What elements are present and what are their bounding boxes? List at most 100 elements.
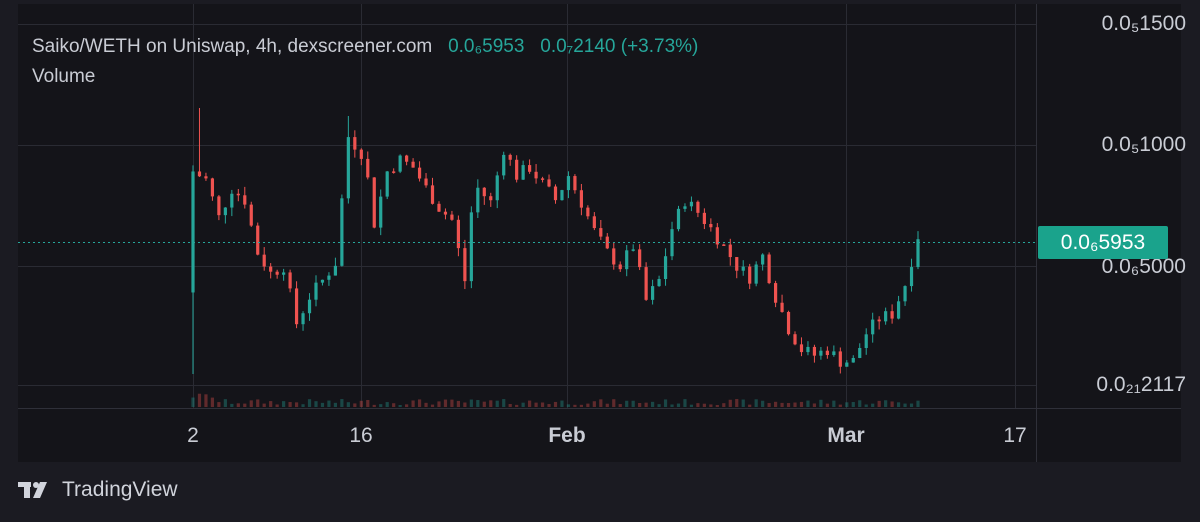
candle-body [249,204,253,226]
volume-bar [761,400,765,407]
volume-bar [359,400,363,407]
volume-bar [243,403,247,407]
candle-body [275,271,279,275]
candle-body [502,154,506,176]
candle-body [709,224,713,228]
candle-body [741,266,745,271]
volume-bar [469,399,473,407]
tradingview-logo-icon [18,482,47,498]
candle-body [489,196,493,201]
candle-body [430,185,435,204]
candle-body [618,264,622,270]
volume-bar [825,403,829,407]
candle-body [443,211,448,215]
volume-bar [579,404,583,407]
candle-body [858,348,862,358]
volume-bar [353,403,357,407]
candle-body [450,214,454,220]
volume-bar [832,400,836,407]
candle-body [269,266,273,272]
volume-bar [230,403,234,407]
candle-body [605,236,609,249]
volume-bar [605,403,609,407]
candle-body [534,171,538,179]
volume-bar [586,403,590,407]
volume-bar [236,403,240,407]
volume-bar [916,400,920,407]
candle-body [832,351,836,356]
candle-body [469,212,473,282]
candle-body [385,171,389,197]
last-price-tag: 0.0₆5953 [1038,226,1168,259]
volume-bar [405,404,409,407]
candle-body [612,248,616,265]
candle-body [340,198,344,266]
volume-bar [748,404,752,407]
volume-bar [741,399,745,407]
volume-bar [644,402,648,407]
volume-bar [502,399,506,407]
candle-body [845,362,849,367]
candle-body [528,165,532,172]
candle-body [884,311,888,322]
volume-bar [793,402,797,407]
legend-change: 0.0₇2140 (+3.73%) [540,36,699,57]
candle-body [819,350,823,356]
volume-bar [890,401,894,407]
candle-body [262,254,266,267]
volume-bar [715,404,719,407]
volume-bar [735,399,739,407]
volume-bar [456,400,461,407]
candle-body [482,187,486,197]
candle-body [333,265,338,276]
volume-bar [372,404,376,407]
y-tick-label: 0.0₅1500 [1101,12,1186,35]
candle-body [786,311,791,335]
volume-bar [650,401,655,407]
volume-bar [294,402,299,407]
candle-body [540,178,545,180]
candle-body [411,161,415,168]
volume-bar [838,404,842,407]
volume-bar [333,402,338,407]
volume-bar [249,400,253,407]
grid-layer [18,4,1181,462]
volume-bar [327,400,331,407]
candle-body [761,254,765,265]
volume-bar [657,404,661,407]
candle-body [728,244,732,258]
volume-bar [288,402,292,407]
volume-bar [301,404,305,407]
tradingview-brand[interactable]: TradingView [18,478,178,502]
volume-bar [528,400,532,407]
candle-body [191,171,195,293]
volume-bar [547,404,551,407]
volume-layer [191,393,920,407]
volume-bar [191,397,195,407]
candle-body [909,267,914,287]
x-tick-label: 16 [349,424,373,447]
candle-body [773,283,778,303]
candle-body [405,155,409,162]
volume-bar [411,400,415,407]
chart-legend: Saiko/WETH on Uniswap, 4h, dexscreener.c… [32,36,698,58]
candle-body [307,299,312,314]
volume-bar [676,403,681,407]
volume-bar [340,399,344,407]
volume-bar [282,401,286,407]
candle-body [670,229,674,257]
candle-body [392,171,396,173]
volume-bar [269,401,273,407]
candle-body [353,137,357,150]
volume-bar [728,399,732,407]
candle-body [288,272,292,289]
volume-bar [884,400,888,407]
candle-body [417,167,422,179]
candle-body [327,275,331,280]
volume-bar [896,402,901,407]
volume-bar [599,399,603,407]
candle-body [631,249,635,251]
candle-body [320,279,325,283]
candle-body [566,176,571,191]
